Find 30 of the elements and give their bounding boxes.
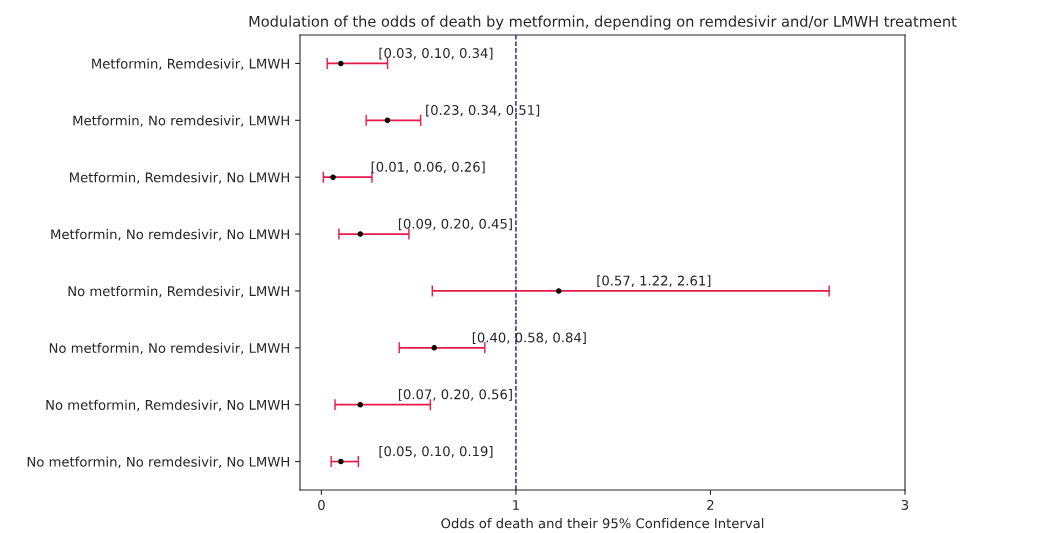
y-tick-label: No metformin, Remdesivir, LMWH [68,285,289,298]
point [555,288,562,294]
point [338,60,344,67]
y-tick-label: Metformin, No remdesivir, No LMWH [51,229,289,241]
point [338,458,344,465]
x-tick-label: 1 [513,500,519,510]
data-label: [0.57, 1.22, 2.61] [597,275,711,288]
point [431,345,438,351]
data-label: [0.05, 0.10, 0.19] [379,445,493,458]
point [357,231,364,237]
y-tick-label: Metformin, No remdesivir, LMWH [73,115,289,127]
data-label: [0.07, 0.20, 0.56] [398,389,512,401]
y-tick-label: No metformin, No remdesivir, No LMWH [27,456,289,469]
data-label: [0.01, 0.06, 0.26] [371,161,485,174]
data-label: [0.03, 0.10, 0.34] [379,47,493,60]
x-tick-label: 2 [707,499,714,510]
data-label: [0.23, 0.34, 0.51] [426,104,540,117]
y-tick-label: Metformin, Remdesivir, No LMWH [70,172,289,184]
point [384,117,391,124]
point [357,401,364,408]
y-tick-label: No metformin, No remdesivir, LMWH [49,342,289,355]
chart-title: Modulation of the odds of death by metformin, depending on remdesivir and/or LMWH treatment [249,15,957,30]
data-label: [0.09, 0.20, 0.45] [398,218,512,231]
y-tick-label: No metformin, Remdesivir, No LMWH [46,399,289,412]
x-tick-label: 0 [318,499,325,510]
x-axis-title: Odds of death and their 95% Confidence Interval [441,518,764,529]
x-tick-label: 3 [901,499,909,510]
data-label: [0.40, 0.58, 0.84] [472,332,586,344]
y-tick-label: Metformin, Remdesivir, LMWH [92,58,289,70]
point [330,174,336,180]
